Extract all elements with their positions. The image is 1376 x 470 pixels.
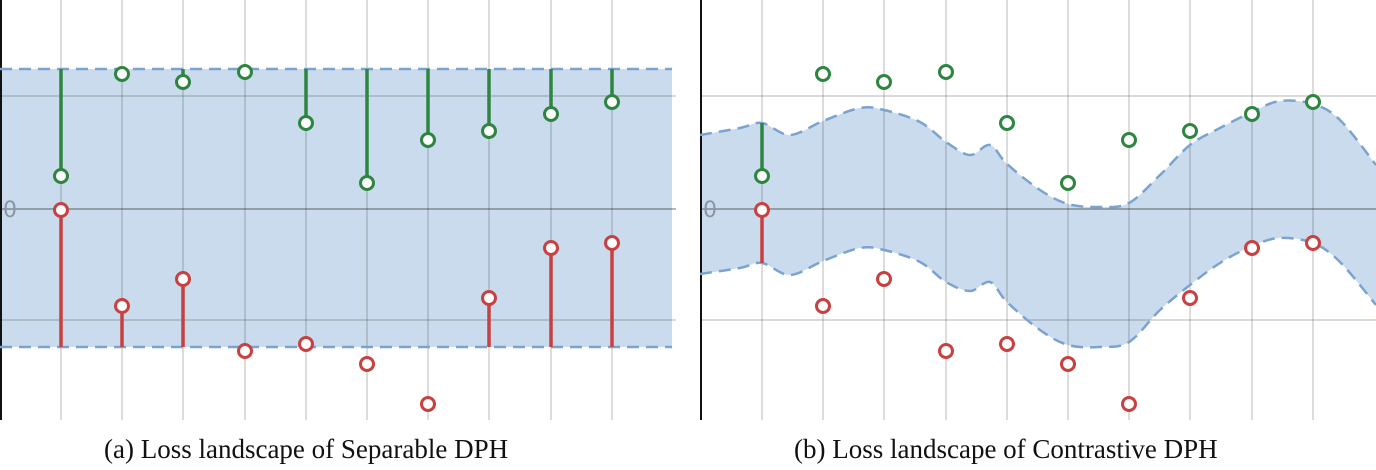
positive-point-marker <box>1060 175 1076 191</box>
ytick-zero-label: 0 <box>703 198 717 223</box>
positive-point-marker <box>175 74 191 90</box>
positive-point-marker <box>53 168 69 184</box>
negative-point-marker <box>999 336 1015 352</box>
panel-b: 0 <box>700 0 1376 470</box>
negative-point-marker <box>1182 290 1198 306</box>
negative-point-marker <box>1244 240 1260 256</box>
positive-point-marker <box>938 64 954 80</box>
negative-point-marker <box>815 298 831 314</box>
negative-point-marker <box>114 298 130 314</box>
caption-a: (a) Loss landscape of Separable DPH <box>104 434 509 464</box>
positive-point-marker <box>604 94 620 110</box>
positive-point-marker <box>543 106 559 122</box>
negative-point-marker <box>175 271 191 287</box>
positive-point-marker <box>1121 132 1137 148</box>
contrastive-dph-chart: 0 <box>700 0 1376 420</box>
positive-point-marker <box>1244 106 1260 122</box>
negative-point-marker <box>876 271 892 287</box>
positive-point-marker <box>1182 123 1198 139</box>
negative-point-marker <box>1121 396 1137 412</box>
negative-point-marker <box>604 235 620 251</box>
margin-band <box>700 100 1376 348</box>
positive-point-marker <box>114 66 130 82</box>
negative-point-marker <box>359 356 375 372</box>
ytick-zero-label: 0 <box>3 198 17 223</box>
positive-point-marker <box>999 115 1015 131</box>
positive-point-marker <box>298 115 314 131</box>
negative-point-marker <box>298 336 314 352</box>
negative-point-marker <box>938 343 954 359</box>
positive-point-marker <box>420 132 436 148</box>
negative-point-marker <box>481 290 497 306</box>
positive-point-marker <box>359 175 375 191</box>
negative-point-marker <box>1060 356 1076 372</box>
negative-point-marker <box>1305 235 1321 251</box>
positive-point-marker <box>481 123 497 139</box>
negative-point-marker <box>420 396 436 412</box>
negative-point-marker <box>53 202 69 218</box>
positive-point-marker <box>237 64 253 80</box>
negative-point-marker <box>237 343 253 359</box>
positive-point-marker <box>815 66 831 82</box>
negative-point-marker <box>543 240 559 256</box>
positive-point-marker <box>754 168 770 184</box>
margin-band <box>0 69 672 347</box>
positive-point-marker <box>876 74 892 90</box>
panel-a: 0 <box>0 0 676 470</box>
positive-point-marker <box>1305 94 1321 110</box>
separable-dph-chart: 0 <box>0 0 676 420</box>
negative-point-marker <box>754 202 770 218</box>
caption-b: (b) Loss landscape of Contrastive DPH <box>794 434 1218 464</box>
